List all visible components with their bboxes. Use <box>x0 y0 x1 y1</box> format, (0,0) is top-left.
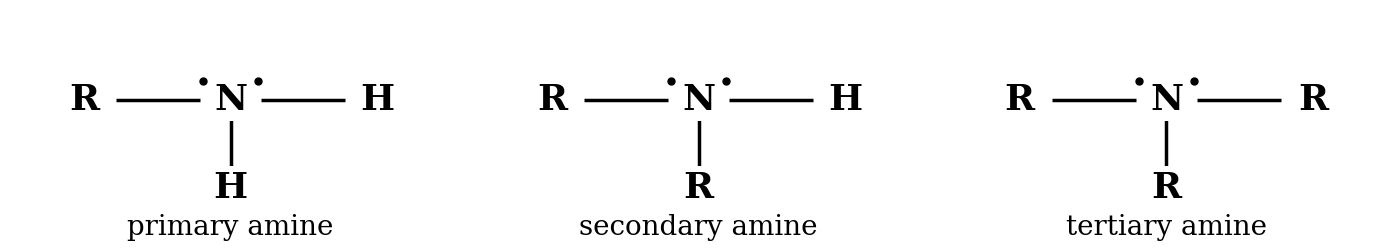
Text: primary amine: primary amine <box>127 214 334 241</box>
Text: R: R <box>683 170 714 204</box>
Text: H: H <box>828 83 862 117</box>
Text: H: H <box>360 83 394 117</box>
Text: R: R <box>68 83 99 117</box>
Text: R: R <box>1151 170 1182 204</box>
Text: N: N <box>1150 83 1183 117</box>
Text: R: R <box>536 83 567 117</box>
Text: H: H <box>214 170 247 204</box>
Text: secondary amine: secondary amine <box>580 214 817 241</box>
Text: tertiary amine: tertiary amine <box>1066 214 1267 241</box>
Text: R: R <box>1298 83 1329 117</box>
Text: N: N <box>682 83 715 117</box>
Text: R: R <box>1004 83 1035 117</box>
Text: N: N <box>214 83 247 117</box>
